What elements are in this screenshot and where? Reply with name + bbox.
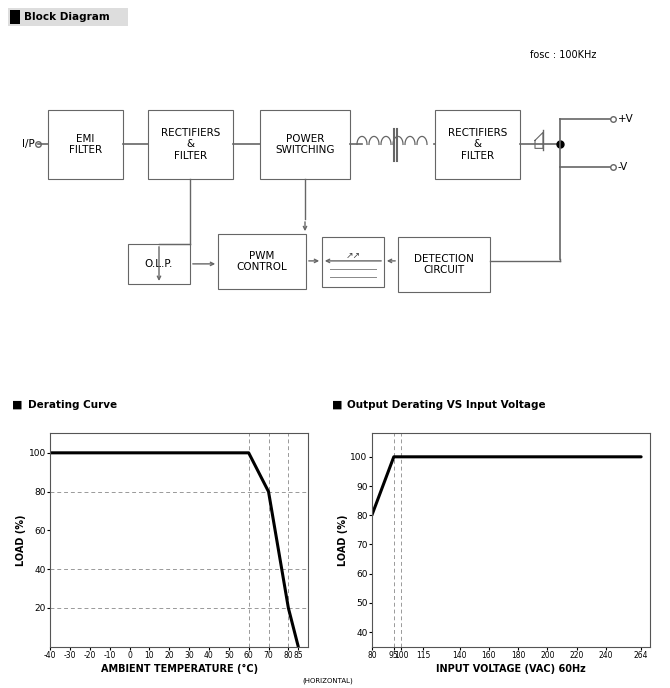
X-axis label: INPUT VOLTAGE (VAC) 60Hz: INPUT VOLTAGE (VAC) 60Hz [436,664,586,674]
Text: ■: ■ [12,400,23,409]
Bar [398,237,490,292]
Text: O.L.P.: O.L.P. [145,259,173,269]
Text: I/P: I/P [21,140,34,149]
Text: (HORIZONTAL): (HORIZONTAL) [302,678,353,685]
Text: POWER
SWITCHING: POWER SWITCHING [275,133,335,155]
Text: Block Diagram: Block Diagram [24,12,110,22]
Text: DETECTION
CIRCUIT: DETECTION CIRCUIT [414,254,474,275]
Text: RECTIFIERS
&
FILTER: RECTIFIERS & FILTER [161,128,220,161]
Y-axis label: LOAD (%): LOAD (%) [16,515,26,566]
Bar [322,237,384,287]
Bar [8,8,128,26]
Text: -V: -V [618,162,628,172]
Bar [10,10,20,24]
Text: Derating Curve: Derating Curve [28,400,117,409]
Bar [148,109,233,180]
Bar [218,234,306,289]
Text: RECTIFIERS
&
FILTER: RECTIFIERS & FILTER [448,128,507,161]
Text: PWM
CONTROL: PWM CONTROL [237,250,287,272]
Bar [435,109,520,180]
Text: fosc : 100KHz: fosc : 100KHz [530,50,596,60]
Y-axis label: LOAD (%): LOAD (%) [338,515,348,566]
Text: Output Derating VS Input Voltage: Output Derating VS Input Voltage [347,400,545,409]
X-axis label: AMBIENT TEMPERATURE (°C): AMBIENT TEMPERATURE (°C) [100,664,258,674]
Text: ■: ■ [332,400,342,409]
Bar [128,244,190,283]
Text: EMI
FILTER: EMI FILTER [69,133,102,155]
Text: +V: +V [618,114,634,125]
Text: ↗↗: ↗↗ [346,250,360,259]
Bar [260,109,350,180]
Bar [48,109,123,180]
